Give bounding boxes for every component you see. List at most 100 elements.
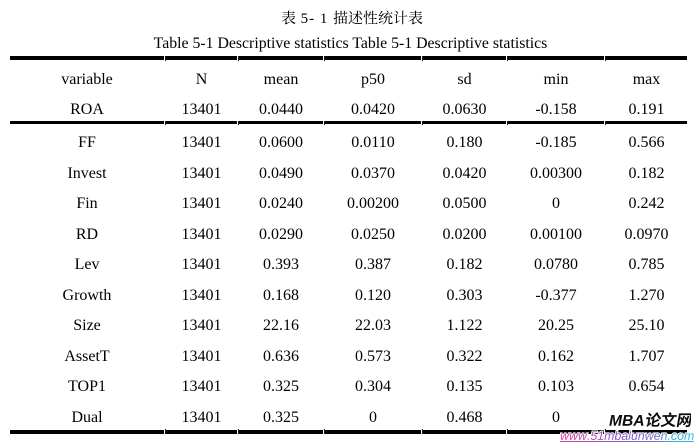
value-cell: 0.00300 xyxy=(530,164,582,182)
cell-boundary-tick xyxy=(238,120,240,125)
descriptive-statistics-table: variable N mean p50 sd min max ROA 13401 0… xyxy=(8,56,689,434)
table-row: ROA 13401 0.0440 0.0420 0.0630 -0.158 0.191 xyxy=(10,91,687,124)
cell-boundary-tick xyxy=(238,55,240,61)
value-cell: 13401 xyxy=(166,399,237,434)
cell-boundary-tick xyxy=(422,428,424,434)
cell-boundary-tick xyxy=(422,55,424,61)
value-cell: 13401 xyxy=(181,195,222,212)
table-body: FF 13401 0.0600 0.0110 0.180 -0.185 0.566 Inves… xyxy=(10,124,687,434)
table-row: TOP1 13401 0.325 0.304 0.135 0.103 0.654 xyxy=(10,368,687,399)
value-cell: 0.0780 xyxy=(534,256,578,273)
table-title-chinese: 5- 1 xyxy=(0,9,695,29)
value-cell: 22.16 xyxy=(263,317,299,334)
value-cell: 0.0240 xyxy=(259,195,303,212)
cell-boundary-tick xyxy=(605,428,607,434)
cell-boundary-tick xyxy=(507,120,509,125)
value-cell: 0.242 xyxy=(628,195,665,212)
value-cell: 0.0490 xyxy=(259,164,303,182)
value-cell: 0 xyxy=(325,399,421,434)
table-row: FF 13401 0.0600 0.0110 0.180 -0.185 0.566 xyxy=(10,124,687,155)
cjk-glyph xyxy=(333,10,348,25)
value-cell: 20.25 xyxy=(538,317,574,334)
value-cell: -0.158 xyxy=(508,91,604,124)
column-header-mean: mean xyxy=(239,56,323,91)
row-label-cell: Size xyxy=(73,317,101,334)
cell-boundary-tick xyxy=(605,55,607,61)
value-cell: 0.0970 xyxy=(624,225,669,243)
value-cell: 0 xyxy=(508,399,604,434)
row-label-cell: Growth xyxy=(62,286,112,304)
value-cell xyxy=(606,399,687,434)
table-row: Invest 13401 0.0490 0.0370 0.0420 0.00300 0.18… xyxy=(10,155,687,186)
table-row: Lev 13401 0.393 0.387 0.182 0.0780 0.785 xyxy=(10,246,687,277)
value-cell: 13401 xyxy=(181,378,222,395)
value-cell: 0.325 xyxy=(263,378,299,395)
column-header-min: min xyxy=(508,56,604,91)
value-cell: 0.393 xyxy=(263,256,299,273)
cell-boundary-tick xyxy=(165,120,167,125)
value-cell: 0.573 xyxy=(355,347,391,365)
value-cell: 13401 xyxy=(166,91,237,124)
table-row: Growth 13401 0.168 0.120 0.303 -0.377 1.270 xyxy=(10,277,687,308)
value-cell: 0.304 xyxy=(355,378,391,395)
value-cell: 0.322 xyxy=(446,347,483,365)
table-row: Size 13401 22.16 22.03 1.122 20.25 25.10 xyxy=(10,307,687,338)
cjk-glyph xyxy=(281,10,296,25)
table-row: RD 13401 0.0290 0.0250 0.0200 0.00100 0.0970 xyxy=(10,216,687,247)
row-label-cell: FF xyxy=(78,134,96,151)
value-cell: -0.377 xyxy=(535,286,577,304)
cjk-glyph xyxy=(378,10,393,25)
row-label-cell: ROA xyxy=(10,91,164,124)
value-cell: 0.0440 xyxy=(239,91,323,124)
row-label-cell: Dual xyxy=(10,399,164,434)
value-cell: 0.0630 xyxy=(423,91,506,124)
table-row: AssetT 13401 0.636 0.573 0.322 0.162 1.707 xyxy=(10,338,687,369)
value-cell: 0.0420 xyxy=(325,91,421,124)
value-cell: 0.168 xyxy=(263,286,299,304)
cjk-glyph xyxy=(348,10,363,24)
value-cell: 0.468 xyxy=(423,399,506,434)
value-cell: 0.654 xyxy=(628,378,665,395)
value-cell: 0.191 xyxy=(606,91,687,124)
cell-boundary-tick xyxy=(238,428,240,434)
value-cell: 0.0110 xyxy=(351,134,395,151)
value-cell: 1.707 xyxy=(628,347,665,365)
value-cell: 22.03 xyxy=(355,317,391,334)
value-cell: 1.270 xyxy=(628,286,665,304)
value-cell: 0.00100 xyxy=(530,225,582,243)
column-header-variable: variable xyxy=(10,56,164,91)
cell-boundary-tick xyxy=(324,120,326,125)
row-label-cell: Lev xyxy=(74,256,100,273)
value-cell: 0.387 xyxy=(355,256,391,273)
value-cell: 0.00200 xyxy=(347,195,399,212)
value-cell: 0.182 xyxy=(628,164,665,182)
table-header-row: variable N mean p50 sd min max xyxy=(10,56,687,91)
value-cell: 0.785 xyxy=(628,256,665,273)
cell-boundary-tick xyxy=(422,120,424,125)
value-cell: 13401 xyxy=(181,164,222,182)
cjk-glyph xyxy=(363,10,378,25)
cjk-glyph xyxy=(393,10,408,25)
cell-boundary-tick xyxy=(507,55,509,61)
value-cell: -0.185 xyxy=(535,134,577,151)
column-header-n: N xyxy=(166,56,237,91)
value-cell: 0.135 xyxy=(446,378,483,395)
value-cell: 0.120 xyxy=(355,286,391,304)
cell-boundary-tick xyxy=(165,55,167,61)
row-label-cell: AssetT xyxy=(64,347,110,365)
value-cell: 25.10 xyxy=(628,317,665,334)
column-header-p50: p50 xyxy=(325,56,421,91)
value-cell: 0.0600 xyxy=(259,134,303,151)
column-header-max: max xyxy=(606,56,687,91)
row-label-cell: TOP1 xyxy=(68,378,106,395)
value-cell: 13401 xyxy=(181,286,222,304)
value-cell: 0.0250 xyxy=(351,225,395,243)
cjk-glyph xyxy=(408,10,423,25)
cell-boundary-tick xyxy=(507,428,509,434)
value-cell: 0.303 xyxy=(446,286,483,304)
table-row: Fin 13401 0.0240 0.00200 0.0500 0 0.242 xyxy=(10,185,687,216)
value-cell: 13401 xyxy=(181,225,222,243)
row-label-cell: RD xyxy=(75,225,99,243)
value-cell: 13401 xyxy=(181,256,222,273)
value-cell: 0.0500 xyxy=(442,195,487,212)
